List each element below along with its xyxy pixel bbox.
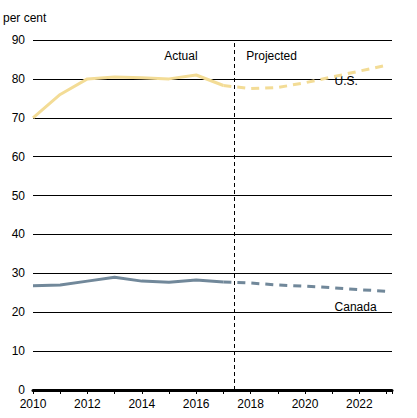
svg-text:40: 40 — [12, 227, 26, 241]
svg-text:30: 30 — [12, 266, 26, 280]
svg-text:2016: 2016 — [183, 397, 210, 411]
svg-text:Projected: Projected — [246, 49, 297, 63]
svg-text:80: 80 — [12, 72, 26, 86]
svg-text:2018: 2018 — [237, 397, 264, 411]
svg-text:per cent: per cent — [3, 11, 47, 25]
svg-text:70: 70 — [12, 111, 26, 125]
svg-text:2012: 2012 — [74, 397, 101, 411]
svg-text:2022: 2022 — [346, 397, 373, 411]
svg-text:10: 10 — [12, 344, 26, 358]
svg-text:2010: 2010 — [20, 397, 47, 411]
svg-text:50: 50 — [12, 189, 26, 203]
svg-text:Actual: Actual — [164, 49, 197, 63]
svg-text:90: 90 — [12, 33, 26, 47]
svg-text:0: 0 — [18, 383, 25, 397]
svg-text:2014: 2014 — [128, 397, 155, 411]
svg-text:20: 20 — [12, 305, 26, 319]
svg-text:60: 60 — [12, 150, 26, 164]
svg-text:Canada: Canada — [335, 300, 377, 314]
svg-text:2020: 2020 — [292, 397, 319, 411]
svg-text:U.S.: U.S. — [334, 74, 358, 89]
